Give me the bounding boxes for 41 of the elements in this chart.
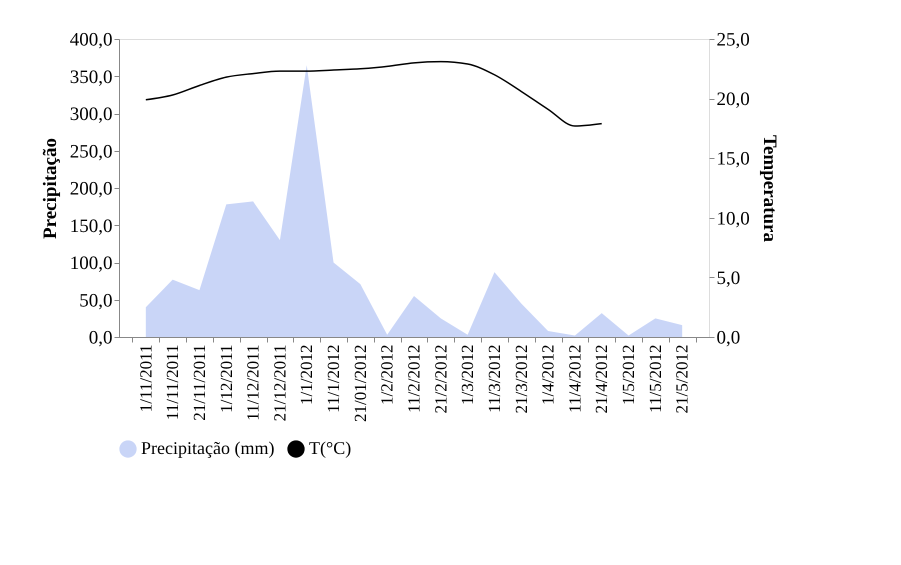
y-axis-title: Precipitação xyxy=(40,138,61,239)
y2-tick-label: 10,0 xyxy=(716,208,750,230)
y-tick-label: 350,0 xyxy=(70,66,112,88)
y-tick-label: 300,0 xyxy=(70,104,112,125)
line-series xyxy=(145,60,602,127)
y2-tick-label: 5,0 xyxy=(716,268,740,289)
x-tick-label: 11/4/2012 xyxy=(565,344,584,413)
x-tick-label: 21/2/2012 xyxy=(431,344,450,414)
x-tick-label: 21/3/2012 xyxy=(512,344,531,414)
y-tick-label: 200,0 xyxy=(70,178,112,200)
y-tick-label: 50,0 xyxy=(79,290,112,312)
x-tick-label: 1/3/2012 xyxy=(458,344,478,405)
x-tick-label: 21/4/2012 xyxy=(592,344,612,414)
x-tick-label: 1/11/2011 xyxy=(136,344,156,412)
y2-tick-label: 25,0 xyxy=(716,30,750,50)
y2-tick-label: 0,0 xyxy=(716,328,740,348)
y2-axis-title: Temperatura xyxy=(758,135,780,242)
y-tick-label: 150,0 xyxy=(70,216,112,237)
y2-tick-label: 15,0 xyxy=(716,148,750,170)
y2-tick-label: 20,0 xyxy=(716,89,750,110)
x-tick-label: 11/5/2012 xyxy=(646,344,665,413)
x-tick-label: 11/12/2011 xyxy=(244,344,263,421)
x-tick-label: 11/2/2012 xyxy=(404,344,424,413)
x-tick-label: 1/2/2012 xyxy=(378,344,397,405)
x-tick-label: 21/12/2011 xyxy=(270,344,290,422)
x-tick-label: 1/4/2012 xyxy=(538,344,558,405)
x-tick-label: 21/01/2012 xyxy=(350,344,370,422)
x-tick-label: 1/5/2012 xyxy=(619,344,638,405)
x-tick-label: 11/3/2012 xyxy=(484,344,504,413)
legend-label: Precipitação (mm) xyxy=(141,438,274,458)
x-tick-label: 11/1/2012 xyxy=(324,344,344,413)
x-tick-label: 1/1/2012 xyxy=(297,344,316,405)
y-tick-label: 400,0 xyxy=(70,30,112,50)
x-tick-label: 1/12/2011 xyxy=(216,344,236,413)
y-tick-label: 0,0 xyxy=(88,328,112,348)
x-tick-label: 21/11/2011 xyxy=(190,344,209,421)
x-tick-label: 21/5/2012 xyxy=(672,344,692,414)
y-tick-label: 100,0 xyxy=(70,253,112,274)
y-tick-label: 250,0 xyxy=(70,141,112,162)
x-tick-label: 11/11/2011 xyxy=(163,344,182,420)
legend-label: T(°C) xyxy=(309,438,352,458)
